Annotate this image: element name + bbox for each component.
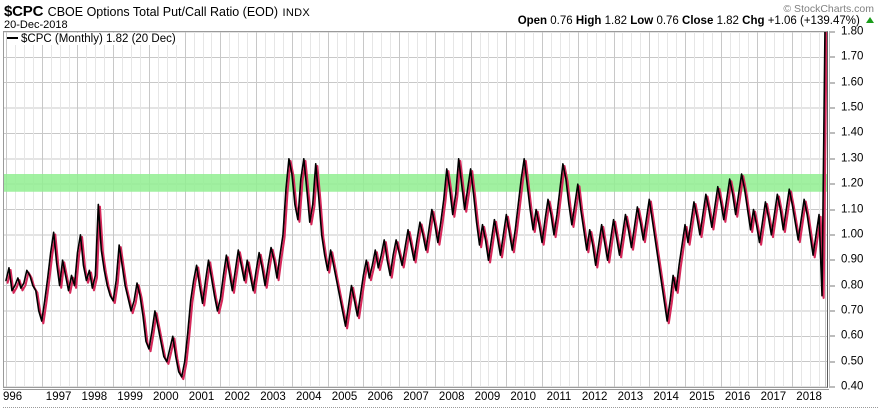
high-label: High (575, 15, 602, 27)
x-axis-label: 2015 (689, 391, 715, 403)
x-axis-dotted-rule (3, 407, 879, 408)
y-axis-tick (830, 361, 835, 363)
y-axis-tick (830, 285, 835, 287)
quote-date: 20-Dec-2018 (4, 19, 68, 31)
y-axis-tick (830, 259, 835, 261)
x-axis-label: 2006 (367, 391, 394, 403)
y-axis-label: 1.00 (841, 228, 864, 241)
y-axis-label: 0.40 (841, 380, 864, 393)
y-axis-line (829, 31, 830, 388)
y-axis-label: 0.60 (841, 329, 864, 342)
y-axis-tick (830, 56, 835, 58)
legend-label: $CPC (Monthly) 1.82 (20 Dec) (21, 33, 176, 45)
x-axis-label: 2004 (295, 391, 322, 403)
x-axis-label: 1998 (81, 391, 108, 403)
x-axis-label: 2014 (653, 391, 679, 403)
y-axis-label: 0.50 (841, 355, 864, 368)
x-axis-label: 2010 (510, 391, 536, 403)
y-axis-label: 1.30 (841, 152, 864, 165)
y-axis-tick (830, 31, 835, 33)
y-axis-label: 1.10 (841, 203, 864, 215)
y-axis-tick (830, 132, 835, 134)
y-axis-label: 1.40 (841, 126, 864, 139)
high-value: 1.82 (604, 15, 628, 27)
x-axis-label: 2013 (617, 391, 644, 403)
y-axis-label: 1.80 (841, 25, 864, 38)
series-legend: $CPC (Monthly) 1.82 (20 Dec) (7, 33, 178, 45)
x-axis-label: 2008 (438, 391, 465, 403)
price-plot-area[interactable] (3, 31, 828, 388)
y-axis-tick (830, 183, 835, 185)
chart-title: $CPC CBOE Options Total Put/Call Ratio (… (4, 3, 310, 21)
y-axis-label: 0.90 (841, 253, 864, 266)
x-axis-label: 2009 (474, 391, 501, 403)
y-axis-tick (830, 386, 835, 388)
close-label: Close (682, 15, 714, 27)
y-axis-label: 1.60 (841, 76, 864, 89)
y-axis-tick (830, 310, 835, 312)
quote-bar: Open 0.76 High 1.82 Low 0.76 Close 1.82 … (518, 15, 874, 27)
y-axis-tick (830, 335, 835, 337)
y-axis-label: 1.70 (841, 50, 864, 63)
x-axis-label: 2012 (581, 391, 608, 403)
symbol-description: CBOE Options Total Put/Call Ratio (EOD) (47, 5, 279, 19)
x-axis-label: 1997 (45, 391, 72, 403)
x-axis-label: 2003 (260, 391, 286, 403)
y-axis-label: 1.20 (841, 177, 864, 190)
x-axis-label: 2011 (546, 391, 572, 403)
exchange-label: INDX (282, 7, 311, 19)
x-axis-label: 2007 (403, 391, 429, 403)
y-axis-tick (830, 107, 835, 109)
y-axis-tick (830, 209, 835, 210)
symbol-ticker: $CPC (4, 3, 44, 20)
y-axis-label: 0.80 (841, 279, 864, 292)
chg-value: +1.06 (+139.47%) (767, 15, 860, 27)
chg-label: Chg (742, 15, 765, 27)
x-axis-label: 2017 (760, 391, 787, 403)
x-axis-label: 996 (3, 391, 23, 403)
up-arrow-icon (866, 17, 874, 23)
x-axis-label: 2018 (796, 391, 822, 403)
x-axis-label: 2002 (224, 391, 251, 403)
x-axis: 996 1997 1998 1999 2000 2001 2002 2003 2004 2005 2… (3, 389, 879, 411)
y-axis-label: 1.50 (841, 101, 864, 114)
open-value: 0.76 (550, 15, 573, 27)
y-axis-tick (830, 82, 835, 84)
low-label: Low (630, 15, 654, 27)
x-axis-label: 2001 (188, 391, 215, 403)
x-axis-line (3, 389, 829, 390)
y-axis: 1.80 1.70 1.60 1.50 1.40 1.30 1.20 1.10 1.00 0.90… (829, 26, 879, 392)
y-axis-tick (830, 158, 835, 160)
low-value: 0.76 (656, 15, 679, 27)
x-axis-label: 2005 (331, 391, 358, 403)
x-axis-label: 1999 (117, 391, 143, 403)
x-axis-label: 2000 (153, 391, 179, 403)
y-axis-tick (830, 234, 835, 236)
stockcharts-watermark: © StockCharts.com (783, 3, 874, 15)
chart-canvas (4, 32, 827, 387)
legend-line-swatch (7, 37, 18, 39)
close-value: 1.82 (716, 15, 739, 27)
open-label: Open (517, 15, 548, 27)
y-axis-label: 0.70 (841, 304, 864, 317)
x-axis-label: 2016 (724, 391, 751, 403)
